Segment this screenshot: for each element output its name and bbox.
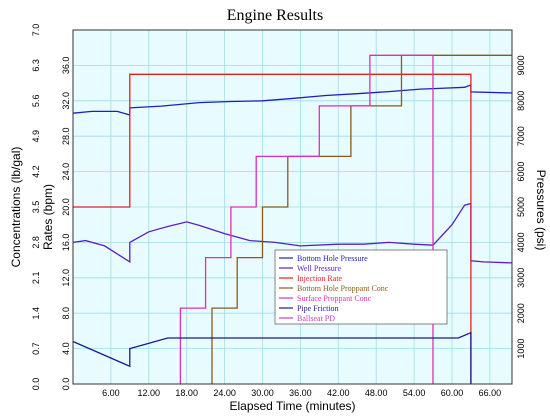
pressure-tick-label: 4000 [516,232,526,252]
pressure-tick-label: 5000 [516,197,526,217]
pressure-tick-label: 7000 [516,126,526,146]
rate-axis-title: Rates (bpm) [41,184,55,250]
x-tick-label: 48.00 [365,388,388,398]
concentration-tick-label: 4.9 [31,130,41,143]
x-tick-label: 24.00 [213,388,236,398]
rate-tick-label: 36.0 [61,57,71,75]
series-line-well-pressure [72,202,513,264]
plot-frame [72,29,513,385]
pressure-tick-label: 9000 [516,55,526,75]
x-tick-label: 54.00 [403,388,426,398]
legend-box [274,249,448,325]
x-tick-label: 60.00 [441,388,464,398]
series-line-pipe-friction [72,331,472,384]
series-line-bottom-hole-proppant-cone [211,54,512,384]
x-tick-label: 66.00 [479,388,502,398]
concentration-tick-label: 1.4 [31,307,41,320]
series-line-injection-rate [73,73,472,384]
rate-tick-label: 16.0 [61,234,71,252]
concentration-tick-label: 0.0 [31,378,41,391]
x-tick-label: 36.00 [289,388,312,398]
legend-label: Pipe Friction [297,304,339,313]
legend-label: Bottom Hole Proppant Conc [297,284,389,293]
rate-tick-label: 32.0 [61,92,71,110]
x-tick-label: 30.00 [251,388,274,398]
pressure-tick-label: 1000 [516,339,526,359]
concentration-tick-label: 2.8 [31,236,41,249]
pressure-tick-label: 3000 [516,268,526,288]
pressure-tick-label: 2000 [516,303,526,323]
legend-label: Well Pressure [297,264,341,273]
series-line-surface-proppant-cone [179,54,434,384]
rate-tick-label: 4.0 [61,342,71,355]
x-tick-label: 42.00 [327,388,350,398]
concentration-tick-label: 5.6 [31,95,41,108]
concentration-tick-label: 2.1 [31,272,41,285]
concentration-tick-label: 3.5 [31,201,41,214]
concentration-axis-title: Concentrations (lb/gal) [9,147,23,268]
chart-title: Engine Results [227,7,323,24]
concentration-tick-label: 6.3 [31,59,41,72]
rate-tick-label: 12.0 [61,269,71,287]
legend-label: Bottom Hole Pressure [297,254,368,263]
x-tick-label: 12.00 [138,388,161,398]
concentration-tick-label: 7.0 [31,24,41,37]
rate-tick-label: 28.0 [61,127,71,145]
x-tick-label: 6.00 [102,388,120,398]
rate-tick-label: 24.0 [61,163,71,181]
legend-label: Ballseat PD [297,314,335,323]
rate-tick-label: 0.0 [61,378,71,391]
x-axis-title: Elapsed Time (minutes) [229,399,355,413]
pressure-tick-label: 8000 [516,91,526,111]
x-tick-label: 18.00 [175,388,198,398]
legend-label: Injection Rate [297,274,343,283]
rate-tick-label: 8.0 [61,307,71,320]
pressure-tick-label: 6000 [516,162,526,182]
pressure-axis-title: Pressures (psi) [534,170,548,251]
concentration-tick-label: 4.2 [31,165,41,178]
rate-tick-label: 20.0 [61,198,71,216]
legend-label: Surface Proppant Conc [297,294,372,303]
concentration-tick-label: 0.7 [31,342,41,355]
